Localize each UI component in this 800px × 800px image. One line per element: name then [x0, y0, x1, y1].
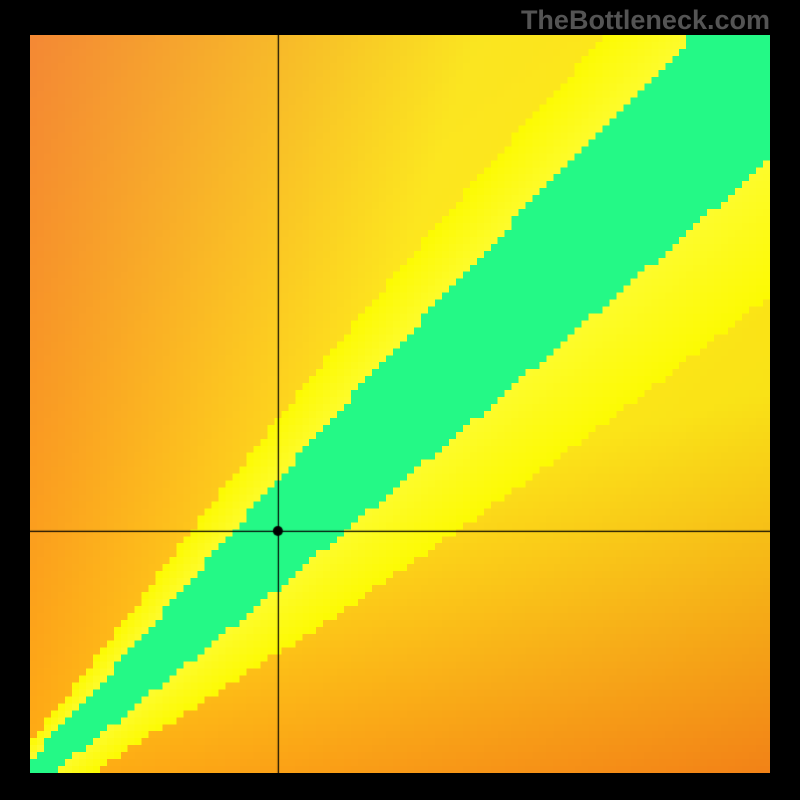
watermark-text: TheBottleneck.com — [521, 5, 770, 36]
bottleneck-heatmap — [30, 35, 770, 773]
chart-container: TheBottleneck.com — [0, 0, 800, 800]
